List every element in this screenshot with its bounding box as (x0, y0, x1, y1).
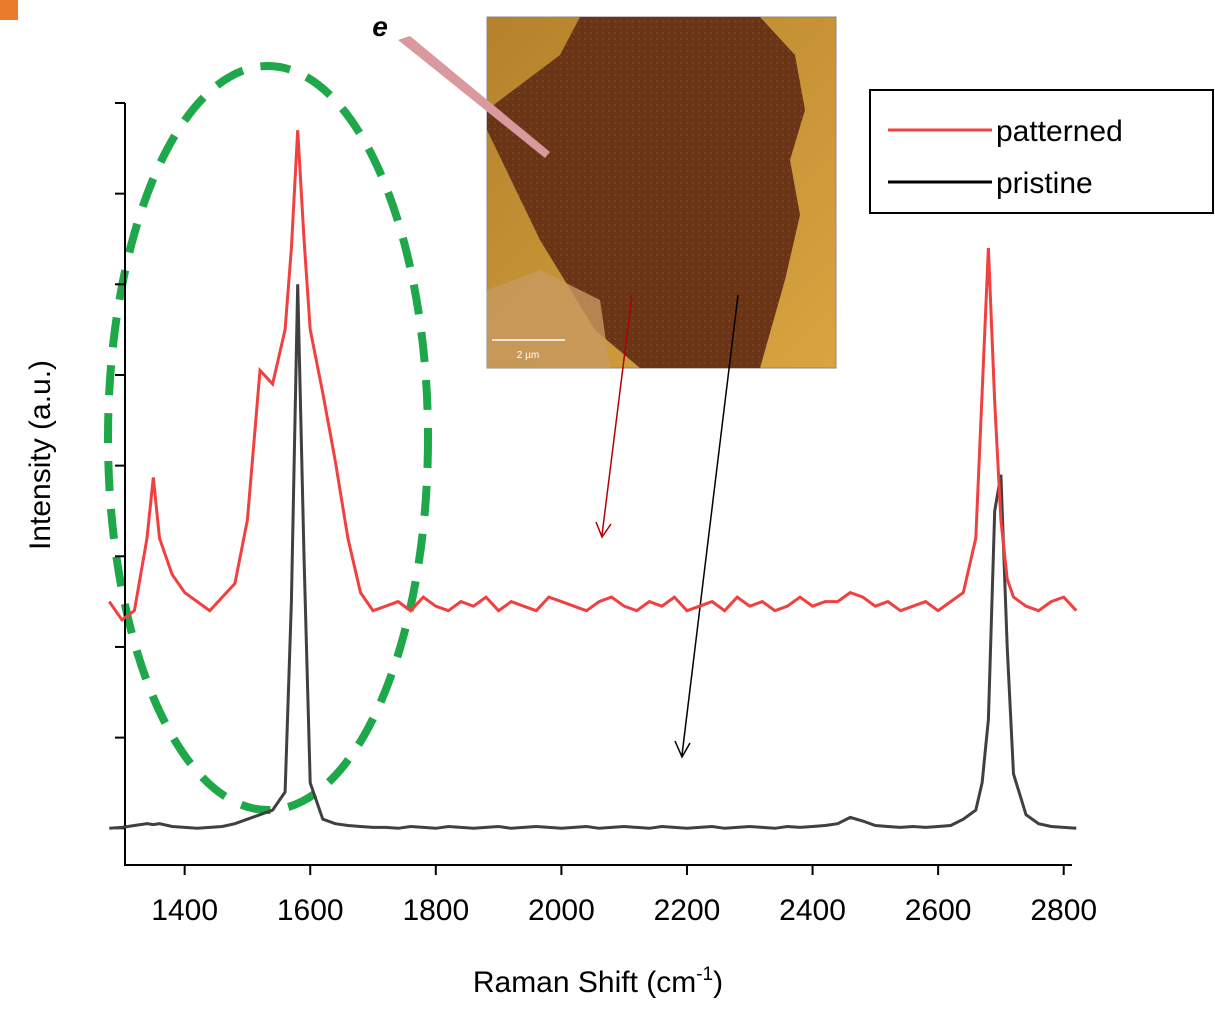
x-tick-label: 2200 (654, 894, 721, 927)
x-label-sup: -1 (696, 964, 713, 985)
arrows (595, 294, 739, 759)
scale-bar-label: 2 µm (517, 350, 539, 361)
pointer (398, 36, 550, 158)
x-axis-label: Raman Shift (cm-1) (473, 964, 723, 999)
x-label-text: Raman Shift (cm (473, 966, 696, 999)
series-line (109, 284, 1077, 830)
y-axis-label: Intensity (a.u.) (24, 360, 57, 550)
inset-image: 2 µm (486, 16, 837, 369)
x-tick-label: 2400 (779, 894, 846, 927)
x-tick-label: 1800 (402, 894, 469, 927)
corner-tab (0, 0, 18, 20)
legend-label: patterned (996, 115, 1123, 148)
x-tick-label: 2800 (1030, 894, 1097, 927)
x-tick-label: 2600 (905, 894, 972, 927)
x-tick-label: 1400 (151, 894, 218, 927)
series-line (108, 130, 1078, 622)
annotation: e (372, 11, 388, 42)
x-label-suffix: ) (713, 966, 723, 999)
legend: patterned pristine (869, 89, 1214, 214)
highlight-ellipse (104, 62, 432, 814)
x-tick-label: 2000 (528, 894, 595, 927)
legend-box (869, 89, 1214, 214)
legend-label: pristine (996, 167, 1093, 200)
x-tick-label: 1600 (277, 894, 344, 927)
